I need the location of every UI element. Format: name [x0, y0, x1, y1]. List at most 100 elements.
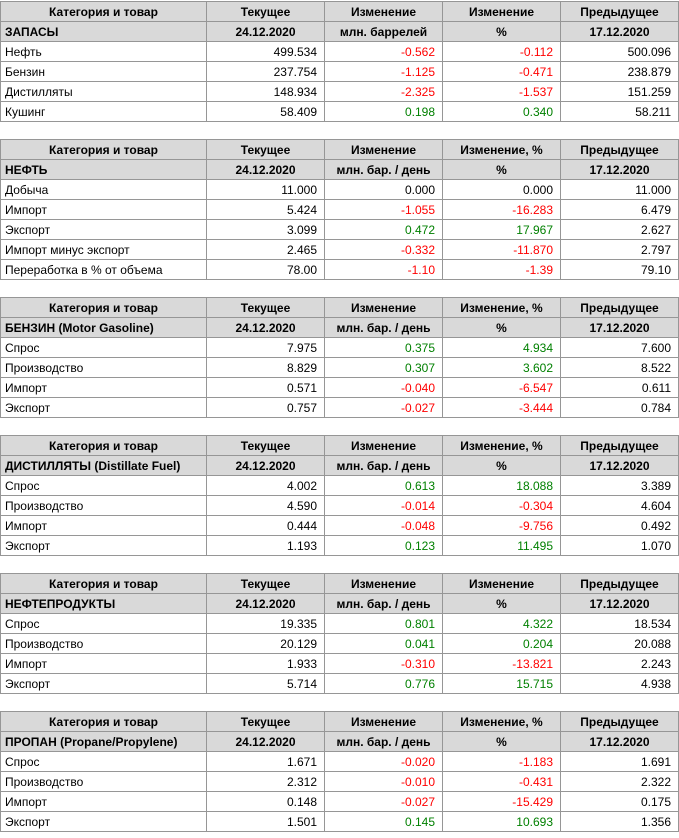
data-table-neft: Категория и товар Текущее Изменение Изменен… [0, 139, 679, 280]
data-table-benzin: Категория и товар Текущее Изменение Изменен… [0, 297, 679, 418]
column-header: Предыдущее [560, 139, 679, 160]
cell-current: 4.002 [206, 475, 325, 496]
cell-change: 0.123 [324, 535, 443, 556]
cell-current: 1.501 [206, 811, 325, 832]
header-row: Категория и товар Текущее Изменение Изменен… [0, 139, 679, 160]
cell-change-pct: -0.304 [442, 495, 561, 516]
column-header: Текущее [206, 297, 325, 318]
row-label: Спрос [0, 475, 207, 496]
row-label: Дистилляты [0, 81, 207, 102]
row-label: Экспорт [0, 219, 207, 240]
table-row: Экспорт 0.757 -0.027 -3.444 0.784 [0, 397, 679, 418]
cell-previous: 2.627 [560, 219, 679, 240]
subheader-pct-symbol: % [442, 317, 561, 338]
subheader-section: БЕНЗИН (Motor Gasoline) [0, 317, 207, 338]
cell-current: 19.335 [206, 613, 325, 634]
table-row: Спрос 1.671 -0.020 -1.183 1.691 [0, 751, 679, 772]
table-row: Импорт 1.933 -0.310 -13.821 2.243 [0, 653, 679, 674]
cell-current: 7.975 [206, 337, 325, 358]
cell-change: -1.055 [324, 199, 443, 220]
table-row: Бензин 237.754 -1.125 -0.471 238.879 [0, 61, 679, 82]
cell-change-pct: 4.934 [442, 337, 561, 358]
row-label: Экспорт [0, 397, 207, 418]
cell-change-pct: 0.340 [442, 101, 561, 122]
cell-previous: 8.522 [560, 357, 679, 378]
cell-change: 0.375 [324, 337, 443, 358]
cell-previous: 4.604 [560, 495, 679, 516]
cell-change: -0.020 [324, 751, 443, 772]
column-header: Предыдущее [560, 435, 679, 456]
row-label: Импорт [0, 515, 207, 536]
column-header: Текущее [206, 139, 325, 160]
subheader-current-date: 24.12.2020 [206, 317, 325, 338]
subheader-unit: млн. бар. / день [324, 317, 443, 338]
cell-previous: 500.096 [560, 41, 679, 62]
subheader-previous-date: 17.12.2020 [560, 159, 679, 180]
column-header: Предыдущее [560, 297, 679, 318]
cell-change-pct: 4.322 [442, 613, 561, 634]
cell-previous: 20.088 [560, 633, 679, 654]
column-header: Текущее [206, 435, 325, 456]
cell-current: 1.193 [206, 535, 325, 556]
column-header: Изменение [324, 435, 443, 456]
cell-previous: 2.797 [560, 239, 679, 260]
table-row: Производство 20.129 0.041 0.204 20.088 [0, 633, 679, 654]
cell-previous: 58.211 [560, 101, 679, 122]
cell-current: 2.312 [206, 771, 325, 792]
cell-previous: 238.879 [560, 61, 679, 82]
cell-current: 1.933 [206, 653, 325, 674]
cell-current: 0.148 [206, 791, 325, 812]
cell-change-pct: -15.429 [442, 791, 561, 812]
cell-previous: 1.070 [560, 535, 679, 556]
subheader-section: ЗАПАСЫ [0, 21, 207, 42]
cell-change-pct: 3.602 [442, 357, 561, 378]
column-header: Категория и товар [0, 1, 207, 22]
table-row: Дистилляты 148.934 -2.325 -1.537 151.259 [0, 81, 679, 102]
table-row: Экспорт 5.714 0.776 15.715 4.938 [0, 673, 679, 694]
subheader-pct-symbol: % [442, 593, 561, 614]
cell-previous: 18.534 [560, 613, 679, 634]
cell-current: 0.757 [206, 397, 325, 418]
cell-current: 2.465 [206, 239, 325, 260]
column-header: Текущее [206, 573, 325, 594]
cell-change: -0.027 [324, 397, 443, 418]
column-header: Текущее [206, 711, 325, 732]
cell-previous: 7.600 [560, 337, 679, 358]
column-header: Предыдущее [560, 573, 679, 594]
table-row: Экспорт 3.099 0.472 17.967 2.627 [0, 219, 679, 240]
cell-previous: 4.938 [560, 673, 679, 694]
table-row: Экспорт 1.193 0.123 11.495 1.070 [0, 535, 679, 556]
row-label: Кушинг [0, 101, 207, 122]
subheader-row: НЕФТЕПРОДУКТЫ 24.12.2020 млн. бар. / день%… [0, 593, 679, 614]
row-label: Импорт [0, 199, 207, 220]
cell-change-pct: -11.870 [442, 239, 561, 260]
cell-change: -1.10 [324, 259, 443, 280]
cell-change-pct: -1.39 [442, 259, 561, 280]
table-row: Импорт 0.148 -0.027 -15.429 0.175 [0, 791, 679, 812]
cell-change: -1.125 [324, 61, 443, 82]
row-label: Импорт [0, 791, 207, 812]
column-header: Изменение, % [442, 711, 561, 732]
cell-change-pct: -13.821 [442, 653, 561, 674]
cell-current: 78.00 [206, 259, 325, 280]
column-header: Изменение, % [442, 435, 561, 456]
column-header: Категория и товар [0, 435, 207, 456]
cell-change-pct: 0.204 [442, 633, 561, 654]
row-label: Экспорт [0, 811, 207, 832]
subheader-unit: млн. бар. / день [324, 455, 443, 476]
column-header: Изменение [324, 711, 443, 732]
table-row: Спрос 19.335 0.801 4.322 18.534 [0, 613, 679, 634]
subheader-unit: млн. бар. / день [324, 159, 443, 180]
column-header: Предыдущее [560, 711, 679, 732]
cell-change-pct: 10.693 [442, 811, 561, 832]
table-row: Нефть 499.534 -0.562 -0.112 500.096 [0, 41, 679, 62]
cell-current: 8.829 [206, 357, 325, 378]
column-header: Изменение, % [442, 139, 561, 160]
data-table-nefteprodukty: Категория и товар Текущее Изменение Изменен… [0, 573, 679, 694]
subheader-current-date: 24.12.2020 [206, 731, 325, 752]
row-label: Производство [0, 771, 207, 792]
column-header: Категория и товар [0, 711, 207, 732]
table-row: Кушинг 58.409 0.198 0.340 58.211 [0, 101, 679, 122]
cell-previous: 1.691 [560, 751, 679, 772]
cell-previous: 11.000 [560, 179, 679, 200]
